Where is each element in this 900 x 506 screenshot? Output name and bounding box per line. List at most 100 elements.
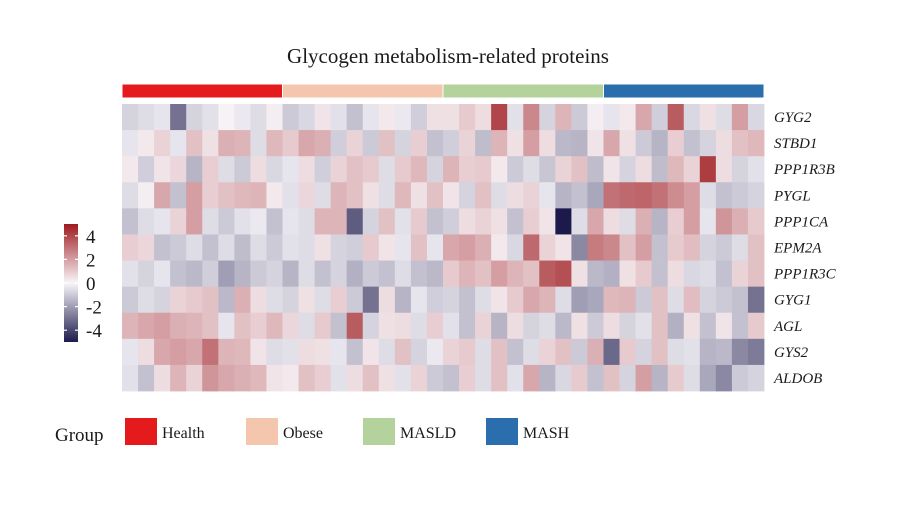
- row-label-pygl: PYGL: [773, 188, 811, 204]
- heatmap-cell: [699, 156, 717, 183]
- heatmap-cell: [507, 364, 524, 392]
- heatmap-cell: [443, 312, 460, 340]
- heatmap-cell: [314, 260, 332, 288]
- heatmap-cell: [378, 234, 396, 261]
- heatmap-cell: [539, 104, 556, 131]
- heatmap-cell: [523, 260, 540, 288]
- heatmap-cell: [651, 156, 669, 183]
- heatmap-cell: [282, 156, 299, 183]
- heatmap-cell: [410, 208, 428, 235]
- heatmap-cell: [539, 286, 556, 314]
- heatmap-cell: [619, 338, 636, 366]
- legend-swatch-health: [125, 418, 157, 445]
- heatmap-cell: [699, 338, 717, 366]
- heatmap-cell: [731, 104, 749, 131]
- heatmap-cell: [282, 104, 299, 131]
- heatmap-cell: [667, 182, 685, 209]
- heatmap-cell: [314, 312, 332, 340]
- heatmap-cell: [699, 286, 717, 314]
- heatmap-cell: [362, 156, 380, 183]
- heatmap-cell: [170, 130, 187, 157]
- heatmap-cell: [186, 234, 203, 261]
- heatmap-cell: [266, 312, 283, 340]
- heatmap-cell: [410, 234, 428, 261]
- heatmap-cell: [378, 312, 396, 340]
- heatmap-cell: [587, 130, 604, 157]
- heatmap-cell: [635, 312, 653, 340]
- group-annotation-bar: [121, 83, 765, 99]
- heatmap-cell: [523, 208, 540, 235]
- row-label-gys2: GYS2: [774, 345, 809, 361]
- heatmap-cell: [491, 156, 508, 183]
- heatmap-cell: [683, 234, 701, 261]
- heatmap-cell: [298, 312, 315, 340]
- heatmap-cell: [266, 104, 283, 131]
- heatmap-cell: [603, 286, 620, 314]
- heatmap-cell: [234, 156, 251, 183]
- heatmap-cell: [603, 234, 620, 261]
- heatmap-cell: [619, 286, 636, 314]
- heatmap-cell: [683, 286, 701, 314]
- heatmap-cell: [170, 182, 187, 209]
- heatmap-cell: [218, 234, 235, 261]
- heatmap-cell: [362, 104, 380, 131]
- heatmap-cell: [619, 234, 636, 261]
- heatmap-cell: [330, 312, 348, 340]
- heatmap-cell: [619, 104, 636, 131]
- heatmap-cell: [298, 130, 315, 157]
- heatmap-cell: [587, 182, 604, 209]
- heatmap-cell: [234, 260, 251, 288]
- heatmap-cell: [491, 234, 508, 261]
- heatmap-cell: [394, 364, 412, 392]
- heatmap-cell: [747, 156, 765, 183]
- heatmap-cell: [122, 364, 139, 392]
- heatmap-cell: [731, 364, 749, 392]
- heatmap-cell: [154, 208, 171, 235]
- heatmap-cell: [507, 312, 524, 340]
- heatmap-cell: [603, 364, 620, 392]
- heatmap-cell: [298, 104, 315, 131]
- heatmap-cell: [394, 130, 412, 157]
- heatmap-cell: [699, 312, 717, 340]
- heatmap-cell: [571, 130, 588, 157]
- heatmap-cell: [394, 156, 412, 183]
- heatmap-cell: [523, 156, 540, 183]
- heatmap-cell: [491, 182, 508, 209]
- heatmap-cell: [298, 208, 315, 235]
- heatmap-cell: [507, 234, 524, 261]
- heatmap-cell: [330, 156, 348, 183]
- heatmap-cell: [138, 338, 155, 366]
- heatmap-cell: [667, 286, 685, 314]
- heatmap-cell: [491, 286, 508, 314]
- heatmap-cell: [715, 156, 733, 183]
- heatmap-cell: [426, 208, 444, 235]
- heatmap-cell: [555, 104, 572, 131]
- heatmap-cell: [523, 364, 540, 392]
- heatmap-cell: [426, 364, 444, 392]
- heatmap-cell: [362, 208, 380, 235]
- heatmap-cell: [426, 338, 444, 366]
- heatmap-cell: [314, 364, 332, 392]
- heatmap-cell: [266, 208, 283, 235]
- heatmap-cell: [539, 208, 556, 235]
- heatmap-cell: [170, 286, 187, 314]
- heatmap-cell: [410, 338, 428, 366]
- chart-title: Glycogen metabolism-related proteins: [287, 44, 609, 68]
- heatmap-cell: [378, 286, 396, 314]
- heatmap-cell: [731, 286, 749, 314]
- heatmap-cell: [491, 104, 508, 131]
- heatmap-cell: [651, 234, 669, 261]
- heatmap-cell: [571, 156, 588, 183]
- heatmap-cell: [154, 312, 171, 340]
- heatmap-cell: [122, 312, 139, 340]
- heatmap-cell: [539, 156, 556, 183]
- heatmap-cell: [491, 130, 508, 157]
- heatmap-cell: [507, 156, 524, 183]
- heatmap-cell: [186, 286, 203, 314]
- legend-label-obese: Obese: [283, 425, 323, 442]
- heatmap-cell: [138, 286, 155, 314]
- heatmap-cell: [571, 338, 588, 366]
- heatmap-cell: [731, 338, 749, 366]
- heatmap-cell: [475, 260, 492, 288]
